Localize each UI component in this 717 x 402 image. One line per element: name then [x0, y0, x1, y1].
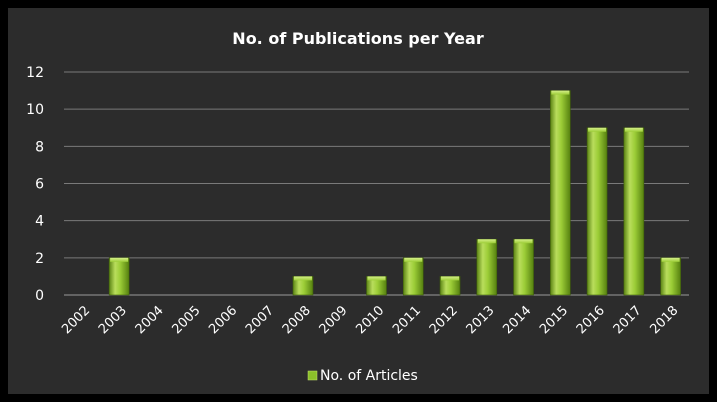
bar-top: [551, 90, 570, 95]
bar: [292, 276, 314, 296]
x-tick-label: 2015: [537, 303, 571, 337]
y-tick-label: 4: [35, 214, 44, 230]
legend-swatch: [307, 370, 318, 381]
x-tick-label: 2013: [464, 303, 498, 337]
bar-body: [476, 238, 498, 296]
bar-body: [623, 127, 645, 296]
x-axis: 2002 2003 2004 2005 2006 2007 2008 2009 2010 2011…: [59, 303, 681, 337]
chart-title: No. of Publications per Year: [232, 29, 484, 48]
y-tick-label: 8: [35, 139, 44, 155]
bar-top: [477, 239, 496, 244]
bar-top: [588, 127, 607, 132]
bar-body: [108, 257, 130, 296]
bar: [586, 127, 608, 296]
x-tick-label: 2016: [574, 303, 608, 337]
y-tick-label: 10: [26, 102, 44, 118]
bar-top: [110, 257, 129, 262]
x-tick-label: 2011: [390, 303, 424, 337]
x-tick-label: 2018: [647, 303, 681, 337]
x-tick-label: 2014: [500, 303, 534, 337]
bar-top: [404, 257, 423, 262]
bar-top: [514, 239, 533, 244]
bar-top: [367, 276, 386, 281]
legend: No. of Articles: [307, 368, 418, 384]
x-tick-label: 2017: [611, 303, 645, 337]
bar-top: [293, 276, 312, 281]
bar-top: [624, 127, 643, 132]
x-tick-label: 2004: [133, 303, 167, 337]
bar: [623, 127, 645, 296]
bar-body: [513, 238, 534, 296]
x-tick-label: 2009: [317, 303, 351, 337]
x-tick-label: 2005: [169, 303, 203, 337]
y-tick-label: 12: [26, 65, 44, 81]
x-tick-label: 2003: [96, 303, 130, 337]
bar: [550, 90, 571, 296]
bar: [660, 257, 681, 296]
bar-body: [660, 257, 681, 296]
bar: [513, 238, 534, 296]
bar-top: [661, 257, 680, 262]
gridlines: [64, 71, 689, 296]
bar-body: [402, 257, 424, 296]
y-tick-label: 6: [35, 177, 44, 193]
x-tick-label: 2007: [243, 303, 277, 337]
bar-body: [586, 127, 608, 296]
x-tick-label: 2010: [353, 303, 387, 337]
y-tick-label: 0: [35, 288, 44, 304]
y-axis: 0 2 4 6 8 10 12: [26, 65, 44, 304]
bar: [108, 257, 130, 296]
x-tick-label: 2012: [427, 303, 461, 337]
x-tick-label: 2002: [59, 303, 93, 337]
chart-frame: No. of Publications per Year 0 2 4 6 8 10 12 2…: [8, 8, 709, 394]
bar: [439, 276, 461, 296]
bar: [366, 276, 387, 296]
bar: [402, 257, 424, 296]
bar: [476, 238, 498, 296]
legend-label: No. of Articles: [320, 368, 418, 384]
y-tick-label: 2: [35, 251, 44, 267]
bar-top: [441, 276, 460, 281]
bar-body: [550, 90, 571, 296]
x-tick-label: 2006: [206, 303, 240, 337]
x-tick-label: 2008: [280, 303, 314, 337]
bar-chart: No. of Publications per Year 0 2 4 6 8 10 12 2…: [26, 29, 689, 384]
bars: [108, 90, 681, 296]
